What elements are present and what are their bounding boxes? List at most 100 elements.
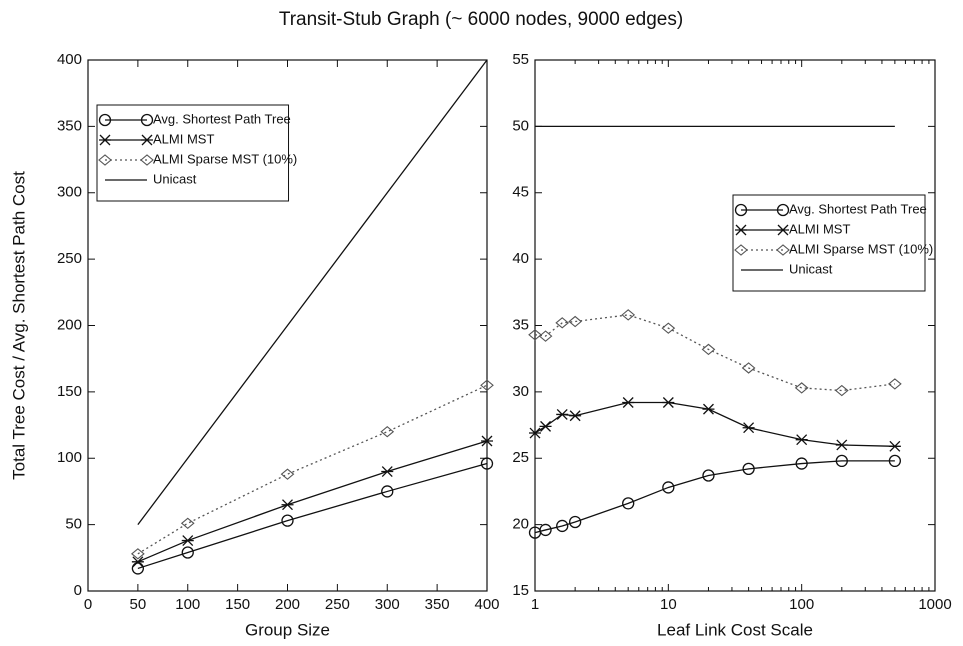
marker [131,556,144,568]
marker [622,497,635,510]
marker [555,317,570,329]
marker [539,523,552,537]
y-tick-label: 50 [512,117,529,134]
y-tick-label: 40 [512,250,529,267]
marker [569,410,582,422]
legend-label: Unicast [153,171,197,186]
series-line [534,314,895,392]
y-axis-label: Total Tree Cost / Avg. Shortest Path Cos… [9,171,28,480]
marker [568,515,582,529]
series-line [534,401,895,447]
marker [539,420,552,432]
x-tick-label: 350 [425,596,450,613]
x-tick-label: 100 [789,596,814,613]
y-tick-label: 100 [57,449,82,466]
x-tick-label: 200 [275,596,300,613]
marker [741,362,756,374]
y-tick-label: 15 [512,582,529,599]
marker [735,224,747,236]
y-tick-label: 0 [74,582,82,599]
marker [280,468,295,480]
marker [556,408,569,420]
series-line [534,460,895,534]
marker [380,425,395,438]
marker [662,481,675,494]
marker [662,397,675,408]
marker [702,403,715,415]
y-tick-label: 50 [65,516,82,533]
marker [734,203,748,217]
marker [742,422,755,434]
x-tick-label: 1000 [918,596,951,613]
marker [98,154,112,166]
marker [480,379,494,391]
y-tick-label: 30 [512,383,529,400]
marker [661,322,676,334]
x-tick-label: 100 [175,596,200,613]
marker [888,440,901,452]
marker [131,562,145,575]
x-tick-label: 300 [375,596,400,613]
y-tick-label: 25 [512,449,529,466]
marker [181,546,194,559]
plot-frame [534,59,936,592]
marker [98,113,112,127]
marker [281,499,294,511]
marker [777,224,789,236]
marker [568,315,582,328]
x-tick-label: 50 [130,596,147,613]
y-tick-label: 35 [512,316,529,333]
marker [795,434,808,446]
x-axis-label: Group Size [245,620,330,639]
marker [742,462,755,476]
y-tick-label: 20 [512,516,529,533]
x-tick-label: 10 [660,596,677,613]
marker [795,457,808,470]
legend-box [732,194,926,292]
x-tick-label: 150 [225,596,250,613]
legend-label: ALMI Sparse MST (10%) [153,151,297,166]
marker [180,517,195,530]
series-line [137,59,488,526]
marker [621,309,636,321]
marker [140,113,154,127]
y-tick-label: 200 [57,316,82,333]
x-tick-label: 400 [474,596,499,613]
x-tick-label: 250 [325,596,350,613]
marker [381,485,394,498]
marker [538,330,553,342]
marker [141,134,153,146]
legend-label: Avg. Shortest Path Tree [153,111,291,126]
legend-label: ALMI MST [789,221,850,236]
marker [702,469,715,482]
legend-box [96,104,290,202]
figure-title: Transit-Stub Graph (~ 6000 nodes, 9000 e… [279,9,683,30]
marker [556,519,569,533]
marker [794,382,809,394]
marker [529,427,541,439]
x-axis-label: Leaf Link Cost Scale [657,620,813,639]
marker [181,535,194,547]
marker [776,244,790,256]
marker [281,514,294,527]
marker [131,548,145,560]
marker [481,435,493,447]
marker [835,454,848,468]
series-line [137,462,488,570]
marker [701,343,716,356]
legend-label: ALMI Sparse MST (10%) [789,241,933,256]
x-tick-label: 1 [531,596,539,613]
marker [140,154,154,166]
y-tick-label: 45 [512,184,529,201]
marker [835,439,848,451]
y-tick-label: 350 [57,117,82,134]
marker [381,466,394,477]
marker [734,244,748,256]
y-tick-label: 150 [57,383,82,400]
legend-label: Avg. Shortest Path Tree [789,201,927,216]
legend-label: ALMI MST [153,131,214,146]
marker [480,457,494,470]
series-line [137,384,488,555]
marker [888,378,902,390]
